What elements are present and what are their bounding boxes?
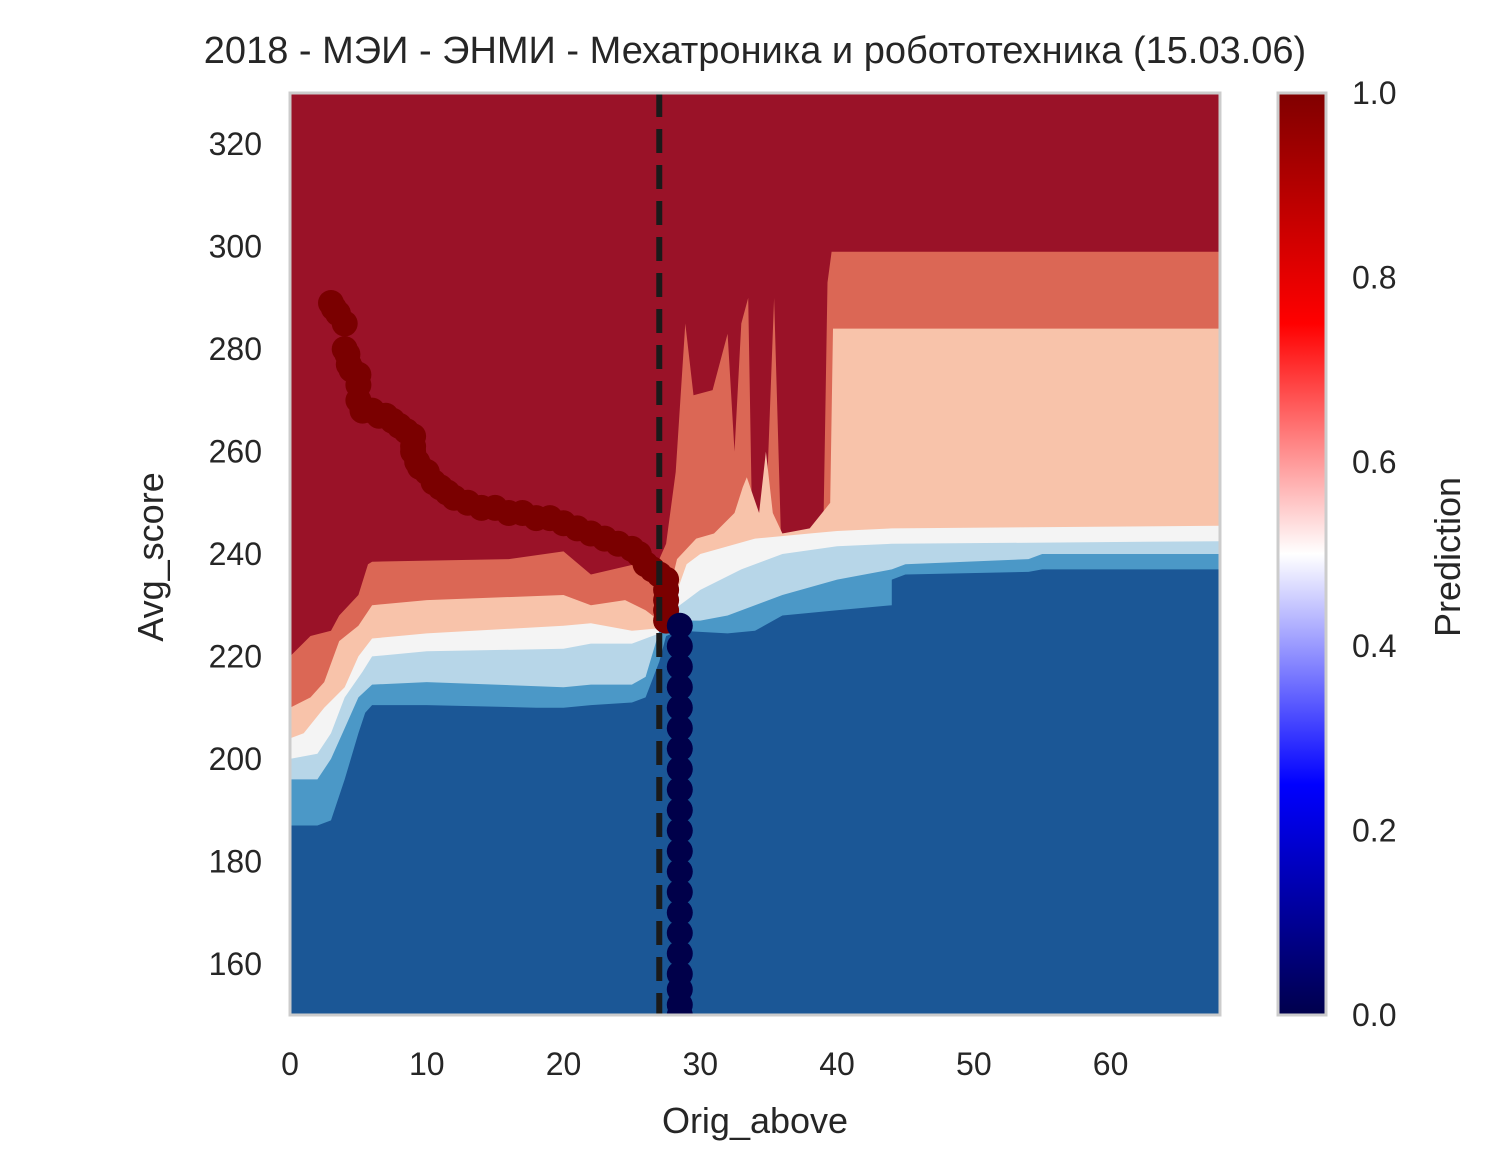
- x-tick-label: 50: [956, 1046, 992, 1082]
- x-tick-label: 20: [546, 1046, 582, 1082]
- y-tick-label: 300: [209, 229, 262, 265]
- colorbar-ticks: 0.0 0.2 0.4 0.6 0.8 1.0: [1352, 75, 1396, 1033]
- y-tick-label: 320: [209, 126, 262, 162]
- x-tick-label: 10: [409, 1046, 445, 1082]
- chart-title: 2018 - МЭИ - ЭНМИ - Мехатроника и робото…: [204, 30, 1306, 72]
- x-tick-label: 0: [281, 1046, 299, 1082]
- scatter-point-series-1: [666, 612, 693, 639]
- scatter-point-series-1: [666, 879, 693, 906]
- y-tick-label: 180: [209, 843, 262, 879]
- y-tick-label: 160: [209, 946, 262, 982]
- scatter-point-series-1: [666, 817, 693, 844]
- scatter-points: [318, 290, 693, 1015]
- colorbar: [1276, 91, 1328, 1017]
- colorbar-tick-label: 0.6: [1352, 444, 1396, 480]
- x-tick-label: 60: [1093, 1046, 1129, 1082]
- y-tick-label: 240: [209, 536, 262, 572]
- y-tick-label: 200: [209, 741, 262, 777]
- scatter-point-series-1: [666, 899, 693, 926]
- scatter-point-series-1: [666, 1002, 693, 1015]
- x-axis-ticks: 0 10 20 30 40 50 60: [281, 1046, 1128, 1082]
- y-tick-label: 280: [209, 331, 262, 367]
- scatter-point-series-1: [666, 715, 693, 742]
- scatter-point-series-1: [666, 633, 693, 660]
- scatter-point-series-1: [666, 674, 693, 701]
- y-tick-label: 260: [209, 434, 262, 470]
- scatter-point-series-1: [666, 776, 693, 803]
- scatter-point-series-1: [666, 735, 693, 762]
- colorbar-tick-label: 0.2: [1352, 813, 1396, 849]
- scatter-point-series-1: [666, 940, 693, 967]
- scatter-point-series-1: [666, 756, 693, 783]
- plot-frame: [288, 91, 1222, 1017]
- scatter-point-series-1: [666, 838, 693, 865]
- scatter-point-series-1: [666, 858, 693, 885]
- y-axis-ticks: 160 180 200 220 240 260 280 300 320: [209, 126, 262, 982]
- scatter-point-series-0: [331, 310, 358, 337]
- scatter-point-series-1: [666, 653, 693, 680]
- x-axis-label: Orig_above: [662, 1100, 848, 1141]
- colorbar-tick-label: 0.4: [1352, 628, 1396, 664]
- colorbar-tick-label: 0.8: [1352, 259, 1396, 295]
- y-tick-label: 220: [209, 638, 262, 674]
- colorbar-tick-label: 1.0: [1352, 75, 1396, 111]
- colorbar-tick-label: 0.0: [1352, 997, 1396, 1033]
- contour-region-level-0: [290, 569, 1220, 1015]
- contour-regions: [290, 93, 1220, 1015]
- y-axis-label: Avg_score: [130, 472, 171, 641]
- scatter-point-series-1: [666, 694, 693, 721]
- x-tick-label: 30: [682, 1046, 718, 1082]
- scatter-point-series-1: [666, 920, 693, 946]
- scatter-point-series-1: [666, 797, 693, 824]
- colorbar-label: Prediction: [1427, 477, 1468, 637]
- x-tick-label: 40: [819, 1046, 855, 1082]
